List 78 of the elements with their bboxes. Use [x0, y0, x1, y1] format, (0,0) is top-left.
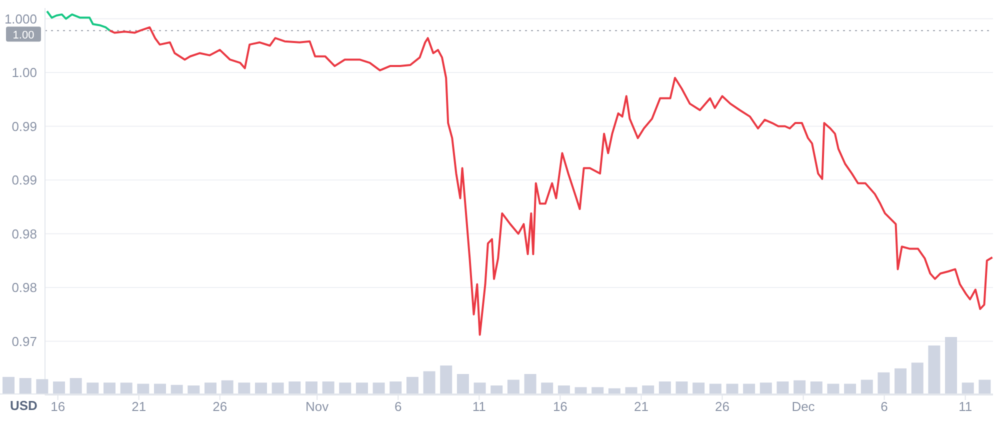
bar: [692, 382, 705, 394]
bar: [860, 380, 873, 394]
bar: [844, 384, 856, 394]
bar: [188, 385, 200, 394]
x-tick-label: Nov: [306, 399, 330, 414]
y-tick-label: 0.99: [12, 118, 37, 134]
y-tick-label: 1.000: [4, 11, 37, 26]
bar: [743, 384, 756, 394]
x-tick-label: 16: [552, 399, 568, 414]
bar: [894, 368, 907, 394]
bar: [928, 346, 940, 394]
bar: [104, 382, 116, 394]
bar: [440, 366, 452, 394]
x-tick-label: 16: [50, 399, 66, 414]
bar: [372, 382, 385, 394]
bar: [658, 381, 671, 394]
bar: [878, 372, 890, 394]
x-tick-label: 11: [958, 399, 972, 414]
y-tick-label: 0.99: [12, 172, 37, 188]
bar: [19, 378, 32, 394]
y-tick-label: 0.97: [12, 334, 37, 349]
bar: [305, 381, 318, 394]
bar: [642, 385, 654, 394]
bar: [474, 382, 486, 394]
bar: [962, 382, 974, 394]
bar: [390, 381, 402, 394]
bar: [154, 384, 166, 394]
bar: [676, 381, 688, 394]
bar: [810, 381, 822, 394]
bar: [760, 382, 772, 394]
bar: [911, 362, 924, 394]
bar: [339, 382, 352, 394]
bar: [204, 382, 216, 394]
bar: [625, 387, 638, 394]
x-tick-label: 21: [634, 399, 648, 414]
bar: [120, 382, 132, 394]
bar: [2, 376, 15, 394]
bar: [592, 387, 604, 394]
x-tick-label: 21: [132, 399, 146, 414]
bar: [70, 378, 82, 394]
bar: [272, 382, 284, 394]
bar: [86, 382, 99, 394]
bar: [288, 381, 301, 394]
bar: [490, 385, 503, 394]
bar: [238, 382, 250, 394]
bar: [170, 384, 183, 394]
x-tick-label: 26: [212, 399, 228, 414]
x-tick-label: Dec: [792, 399, 816, 414]
x-tick-label: 6: [394, 399, 402, 414]
bar: [726, 384, 738, 394]
bar: [945, 337, 958, 394]
bar: [541, 382, 554, 394]
y-tick-label: 1.00: [12, 65, 37, 80]
bar: [53, 381, 66, 394]
bar: [322, 381, 334, 394]
bar: [456, 374, 469, 394]
bar: [776, 381, 789, 394]
bar: [507, 380, 520, 394]
bar: [558, 385, 570, 394]
x-tick-label: 11: [472, 399, 486, 414]
bar: [36, 379, 48, 394]
bar: [574, 387, 587, 394]
bar: [221, 380, 234, 394]
bar: [423, 371, 436, 394]
bar: [827, 384, 840, 394]
bar: [254, 382, 267, 394]
y-axis-title: USD: [10, 398, 38, 413]
x-tick-label: 6: [880, 399, 888, 414]
x-tick-label: 26: [715, 399, 730, 414]
bar: [406, 376, 418, 394]
bar: [524, 374, 536, 394]
bar: [794, 380, 806, 394]
bar: [137, 384, 150, 394]
bar: [709, 384, 722, 394]
bar: [978, 380, 991, 394]
y-tick-label: 0.98: [12, 280, 37, 296]
bar: [356, 382, 368, 394]
y-tick-label: 0.98: [12, 226, 37, 242]
